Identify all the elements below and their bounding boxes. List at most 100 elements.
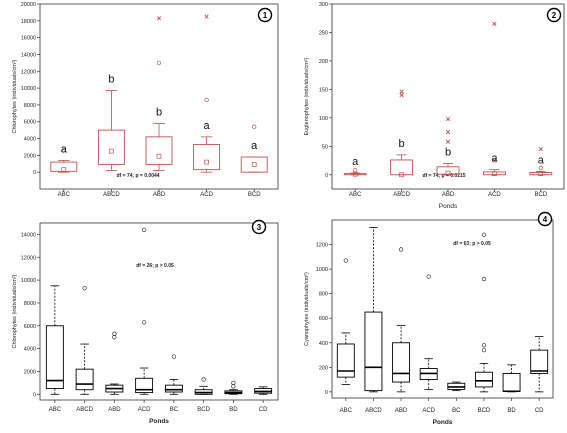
y-tick-label: 100 — [319, 116, 328, 122]
significance-letter: a — [251, 140, 258, 152]
panel-badge-label: 2 — [552, 11, 557, 20]
box-ACD: ACD — [419, 274, 438, 414]
significance-letter: b — [156, 106, 162, 118]
y-tick-label: 0 — [33, 170, 36, 176]
significance-letter: b — [399, 138, 405, 150]
y-tick-label: 2000 — [24, 369, 36, 375]
y-tick-label: 0 — [33, 392, 36, 398]
x-tick-label: ABD — [153, 192, 166, 198]
y-tick-label: 600 — [319, 316, 328, 322]
box-BD: BD — [224, 380, 243, 413]
box-BCD: BCD a — [529, 147, 553, 198]
outlier-point — [231, 384, 236, 389]
box-body — [364, 311, 383, 392]
y-tick-label: 4000 — [24, 137, 36, 143]
box-body — [240, 156, 268, 173]
significance-letter: b — [445, 146, 451, 158]
box-BCD: BCD — [474, 232, 493, 414]
y-tick-label: 16000 — [21, 36, 36, 42]
x-tick-label: BD — [507, 408, 516, 414]
x-axis-label: Ponds — [439, 203, 458, 210]
y-tick-label: 8000 — [24, 103, 36, 109]
panel-badge-label: 3 — [257, 223, 262, 232]
x-tick-label: ACD — [422, 408, 435, 414]
chart-panel-3: 0 2000 4000 6000 8000 10000 12000 14000 Chloroph… — [12, 219, 279, 425]
mean-marker — [445, 170, 451, 176]
box-ABC: ABC — [45, 285, 64, 413]
outlier-point — [201, 377, 206, 382]
y-tick-label: 14000 — [21, 52, 36, 58]
y-tick-label: 14000 — [21, 232, 36, 238]
outlier-point — [61, 148, 66, 153]
y-tick-label: 20000 — [21, 2, 36, 8]
x-tick-label: BD — [229, 407, 238, 413]
box-body — [530, 349, 549, 374]
box-ABD: ABD b — [145, 16, 173, 198]
y-tick-label: 1200 — [316, 243, 328, 249]
x-axis-label: Ponds — [433, 419, 453, 426]
y-tick-label: 12000 — [21, 255, 36, 261]
box-body — [135, 377, 154, 394]
y-tick-label: 18000 — [21, 19, 36, 25]
outlier-point — [141, 320, 147, 325]
box-body — [164, 384, 183, 393]
box-body — [474, 371, 493, 388]
y-tick-label: 250 — [319, 30, 328, 36]
x-tick-label: ABC — [349, 192, 362, 198]
box-body — [75, 368, 94, 391]
outlier-point — [481, 276, 487, 282]
box-ABCD: ABCD — [75, 285, 94, 413]
outlier-point — [231, 380, 236, 386]
extreme-point — [445, 139, 451, 144]
box-CD: CD — [254, 386, 273, 413]
outlier-point — [112, 335, 117, 340]
box-ACD: ACD — [135, 227, 154, 413]
y-tick-label: 0 — [325, 390, 328, 396]
extreme-point — [156, 16, 162, 21]
x-tick-label: ABD — [395, 408, 408, 414]
y-tick-label: 6000 — [24, 120, 36, 126]
stat-annotation: df = 74; p = 0.0044 — [116, 173, 159, 179]
box-ACD: ACD a — [482, 21, 506, 198]
box-body — [97, 129, 125, 166]
box-BCD: BCD — [194, 377, 213, 413]
x-tick-label: CD — [535, 408, 544, 414]
y-tick-label: 200 — [319, 365, 328, 371]
box-BD: BD — [502, 364, 521, 414]
extreme-point — [204, 14, 209, 19]
x-tick-label: ABCD — [393, 192, 410, 198]
plot-frame — [331, 3, 565, 190]
x-tick-label: ABCD — [76, 407, 93, 413]
box-BCD: BCD a — [240, 124, 268, 198]
significance-letter: a — [538, 154, 545, 166]
x-tick-label: ABD — [108, 407, 121, 413]
y-tick-label: 0 — [325, 173, 328, 179]
box-ACD: ACD a — [193, 14, 221, 198]
outlier-point — [353, 168, 358, 173]
box-body — [336, 343, 355, 378]
x-tick-label: CD — [259, 407, 268, 413]
chart-panel-1: 0 2000 4000 6000 8000 10000 12000 14000 16000 180… — [12, 2, 279, 198]
box-ABC: ABC a — [50, 143, 78, 198]
x-axis-label: Ponds — [149, 418, 169, 425]
box-body — [145, 136, 173, 166]
box-ABC: ABC — [336, 258, 355, 414]
y-axis-label: Euglenophytes (individuals/cm²) — [304, 57, 310, 135]
panel-badge-circle — [546, 7, 562, 23]
x-tick-label: ABCD — [365, 408, 382, 414]
y-tick-label: 6000 — [24, 324, 36, 330]
x-tick-label: ABC — [58, 192, 71, 198]
y-tick-label: 10000 — [21, 278, 36, 284]
panel-badge-circle — [251, 219, 267, 235]
y-tick-label: 1000 — [316, 267, 328, 273]
box-BC: BC — [164, 354, 183, 413]
y-tick-label: 4000 — [24, 347, 36, 353]
outlier-point — [252, 124, 257, 129]
box-CD: CD — [530, 336, 549, 414]
significance-letter: b — [108, 74, 114, 86]
plot-frame — [331, 219, 554, 399]
outlier-point — [426, 274, 431, 279]
box-ABD: ABD — [392, 247, 411, 414]
y-tick-label: 300 — [319, 2, 328, 8]
mean-marker — [204, 159, 209, 165]
